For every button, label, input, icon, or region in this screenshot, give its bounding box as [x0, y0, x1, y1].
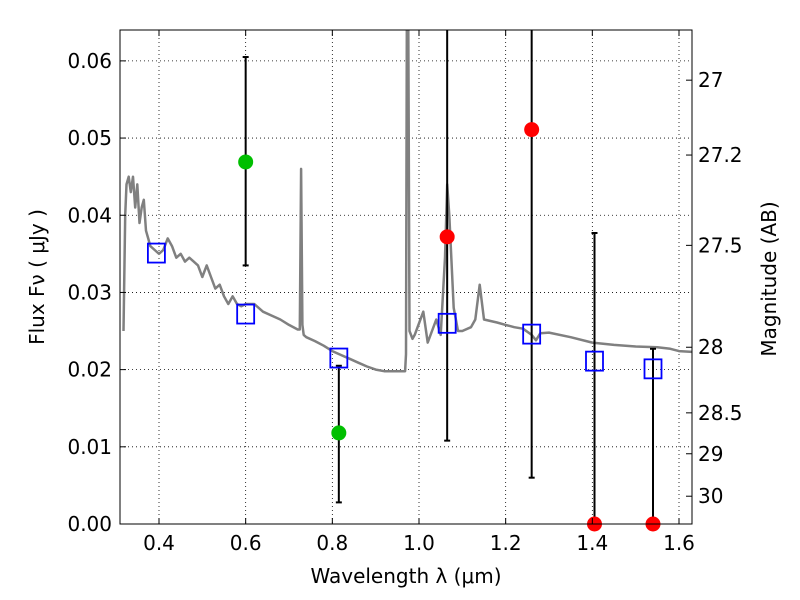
model-photometry-square	[329, 347, 349, 369]
right-axis-label: Magnitude (AB)	[757, 201, 781, 356]
y-tick-label: 0.01	[67, 435, 112, 459]
model-photometry-square	[236, 303, 256, 325]
y-tick-label: 0.02	[67, 358, 112, 382]
model-photometry-square	[437, 312, 457, 334]
y-axis-label: Flux Fν ( μJy )	[25, 209, 49, 345]
x-tick-label: 0.8	[316, 531, 348, 555]
plot-frame	[119, 29, 693, 525]
axis-ticks: 0.4 0.6 0.8 1.0 1.2 1.4 1.6 0.00 0.01 0.02 0.03 0.0…	[67, 30, 743, 555]
y-tick-label: 0.00	[67, 512, 112, 536]
x-tick-label: 1.0	[403, 531, 435, 555]
observed-photometry-point	[331, 425, 347, 441]
y-tick-label: 0.03	[67, 280, 112, 304]
model-photometry-square	[146, 242, 166, 264]
photometry-layer	[146, 30, 663, 532]
model-photometry-square	[522, 323, 542, 345]
observed-photometry-point	[439, 229, 455, 245]
right-tick-label: 29	[698, 442, 723, 466]
right-tick-label: 27	[698, 68, 723, 92]
model-spectrum-layer	[122, 30, 692, 373]
x-tick-label: 0.6	[230, 531, 262, 555]
right-tick-label: 30	[698, 484, 723, 508]
x-tick-label: 0.4	[143, 531, 175, 555]
x-tick-label: 1.2	[490, 531, 522, 555]
right-tick-label: 28	[698, 335, 723, 359]
x-axis-label: Wavelength λ (μm)	[310, 564, 501, 588]
y-tick-label: 0.06	[67, 49, 112, 73]
model-spectrum-line	[122, 30, 692, 373]
x-tick-label: 1.4	[576, 531, 608, 555]
y-tick-label: 0.05	[67, 126, 112, 150]
right-tick-label: 28.5	[698, 401, 743, 425]
x-tick-label: 1.6	[663, 531, 695, 555]
model-photometry-square	[643, 358, 663, 380]
right-tick-label: 27.5	[698, 233, 743, 257]
observed-photometry-point	[238, 154, 254, 170]
right-tick-label: 27.2	[698, 143, 743, 167]
y-tick-label: 0.04	[67, 203, 112, 227]
observed-photometry-point	[524, 122, 540, 138]
model-photometry-square	[585, 350, 604, 372]
